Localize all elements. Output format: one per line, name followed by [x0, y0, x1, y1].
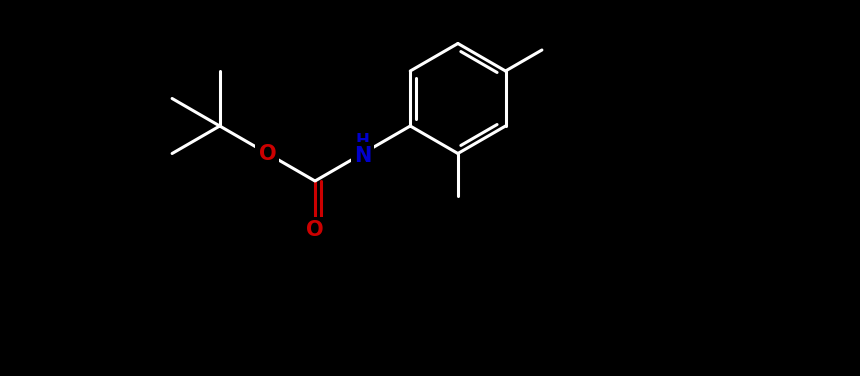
Text: O: O [259, 144, 276, 164]
Text: N: N [354, 146, 372, 165]
Text: O: O [306, 220, 324, 241]
Text: H: H [356, 132, 370, 150]
